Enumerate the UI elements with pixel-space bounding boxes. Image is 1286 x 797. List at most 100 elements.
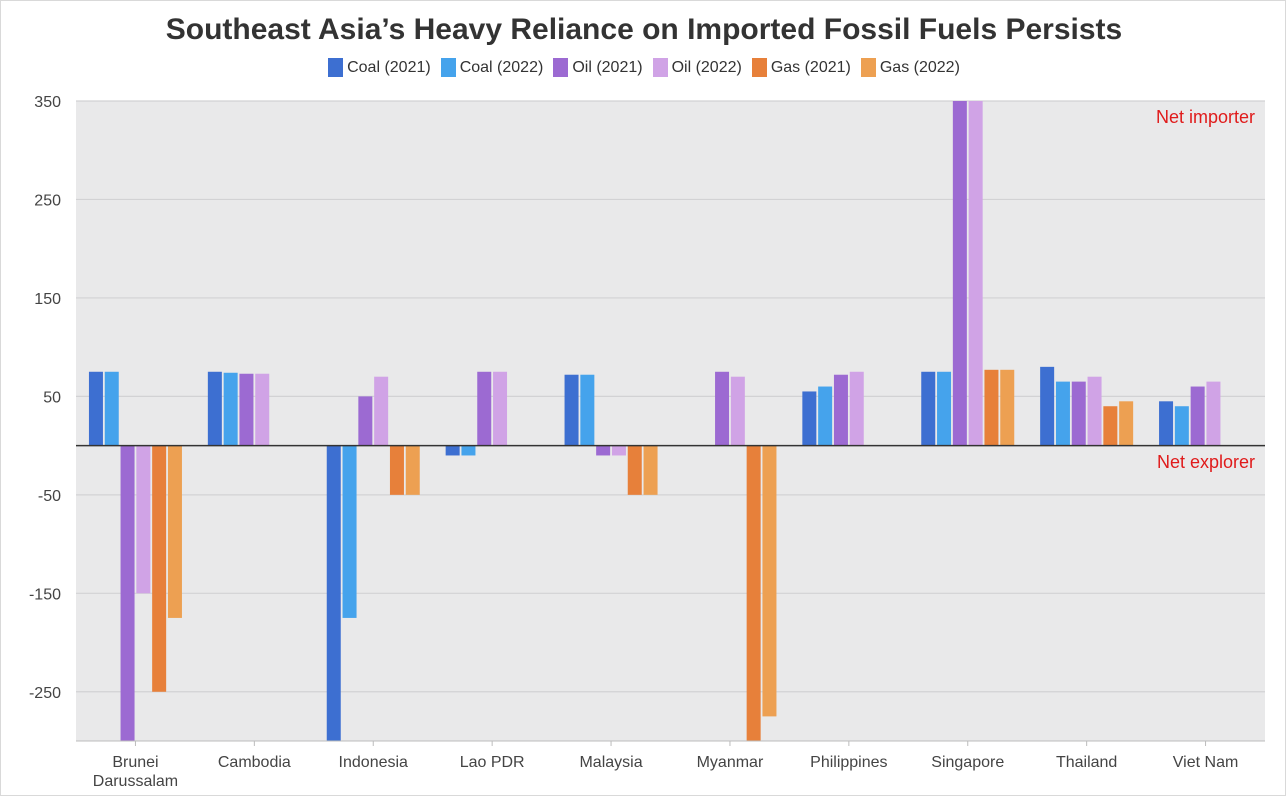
bar — [358, 396, 373, 446]
bar — [104, 371, 119, 446]
bar — [223, 372, 238, 446]
legend-swatch — [751, 58, 767, 77]
y-tick-label: 250 — [34, 192, 61, 209]
x-tick-label-line: Darussalam — [93, 773, 178, 790]
bar — [643, 445, 658, 495]
y-tick-label: -150 — [29, 586, 61, 603]
y-tick-label: 150 — [34, 291, 61, 308]
bar — [937, 371, 952, 446]
x-tick-label: Lao PDR — [460, 754, 525, 771]
bar — [342, 445, 357, 618]
legend-label: Oil (2021) — [572, 58, 643, 76]
bar — [802, 391, 817, 446]
bar — [1174, 406, 1189, 446]
bar — [564, 374, 579, 446]
legend-label: Coal (2022) — [459, 58, 544, 76]
legend-label: Gas (2022) — [879, 58, 960, 76]
bar — [374, 376, 389, 446]
x-tick-label-line: Philippines — [810, 754, 887, 771]
bar — [1190, 386, 1205, 446]
bar — [627, 445, 642, 495]
bar — [730, 376, 745, 446]
x-tick-label-line: Singapore — [931, 754, 1004, 771]
x-tick-label: Thailand — [1056, 754, 1117, 771]
y-tick-label: -50 — [38, 488, 61, 505]
bar — [849, 371, 864, 446]
bar — [1000, 369, 1015, 446]
bar — [715, 371, 730, 446]
bar — [445, 445, 460, 456]
legend-item: Oil (2021) — [553, 58, 643, 77]
bar — [136, 445, 151, 594]
x-tick-label: Singapore — [931, 754, 1004, 771]
x-tick-label-line: Viet Nam — [1173, 754, 1239, 771]
legend-swatch — [652, 58, 668, 77]
bar — [1040, 366, 1055, 446]
chart-legend: Coal (2021) Coal (2022) Oil (2021) Oil (202… — [1, 58, 1286, 77]
legend-item: Gas (2021) — [751, 58, 851, 77]
bar — [968, 101, 983, 446]
y-tick-label: -250 — [29, 685, 61, 702]
annotation-net-explorer: Net explorer — [1157, 452, 1255, 472]
x-tick-label: Brunei Darussalam — [93, 754, 178, 790]
x-tick-label-line: Malaysia — [579, 754, 642, 771]
bar — [611, 445, 626, 456]
bar — [1206, 381, 1221, 446]
bar — [239, 373, 254, 446]
bar — [326, 445, 341, 741]
legend-item: Coal (2021) — [328, 58, 431, 77]
bar — [167, 445, 182, 618]
legend-label: Coal (2021) — [347, 58, 431, 76]
bar — [1103, 406, 1118, 446]
bar — [461, 445, 476, 456]
bar — [1071, 381, 1086, 446]
bar — [493, 371, 508, 446]
bar — [833, 374, 848, 446]
x-tick-label-line: Indonesia — [339, 754, 408, 771]
legend-label: Gas (2021) — [770, 58, 851, 76]
legend-item: Coal (2022) — [440, 58, 544, 77]
bar — [1055, 381, 1070, 446]
x-tick-label: Myanmar — [697, 754, 764, 771]
bar — [1087, 376, 1102, 446]
legend-swatch — [328, 58, 344, 77]
x-tick-label: Malaysia — [579, 754, 642, 771]
legend-item: Oil (2022) — [652, 58, 742, 77]
bar — [207, 371, 222, 446]
legend-item: Gas (2022) — [860, 58, 960, 77]
bar — [580, 374, 595, 446]
bar — [952, 101, 967, 446]
legend-swatch — [860, 58, 876, 77]
annotation-net-importer: Net importer — [1156, 107, 1255, 127]
y-tick-label: 350 — [34, 94, 61, 111]
x-tick-label: Philippines — [810, 754, 887, 771]
bar — [405, 445, 420, 495]
plot-background — [76, 101, 1265, 741]
bar — [477, 371, 492, 446]
bar — [1159, 401, 1174, 446]
bar — [1119, 401, 1134, 446]
x-tick-label: Indonesia — [339, 754, 408, 771]
bar — [762, 445, 777, 717]
bar — [88, 371, 103, 446]
x-tick-label: Viet Nam — [1173, 754, 1239, 771]
x-tick-label-line: Myanmar — [697, 754, 764, 771]
x-tick-label-line: Brunei — [112, 754, 158, 771]
x-tick-label: Cambodia — [218, 754, 291, 771]
bar — [255, 373, 270, 446]
x-tick-label-line: Lao PDR — [460, 754, 525, 771]
bar — [596, 445, 611, 456]
bar — [921, 371, 936, 446]
bar — [818, 386, 833, 446]
y-tick-label: 50 — [43, 389, 61, 406]
legend-label: Oil (2022) — [671, 58, 742, 76]
legend-swatch — [553, 58, 569, 77]
x-tick-label-line: Thailand — [1056, 754, 1117, 771]
bar — [746, 445, 761, 741]
chart-title: Southeast Asia’s Heavy Reliance on Impor… — [165, 13, 1123, 46]
legend-swatch — [440, 58, 456, 77]
x-tick-label-line: Cambodia — [218, 754, 291, 771]
bar — [389, 445, 404, 495]
